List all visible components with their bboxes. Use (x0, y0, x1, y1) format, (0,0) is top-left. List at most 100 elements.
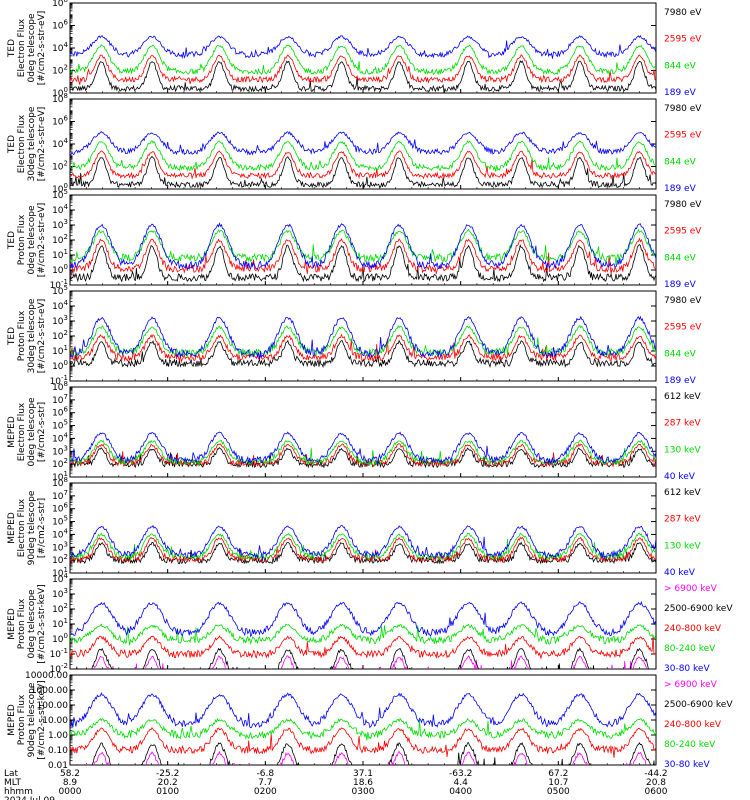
y-tick-label: 101 (52, 617, 68, 630)
legend-entry: 240-800 keV (664, 720, 722, 730)
y-tick-label: 104 (52, 41, 68, 54)
y-tick-label: 100 (52, 359, 68, 372)
y-tick-label: 1000.00 (31, 686, 68, 696)
y-tick-label: 103 (52, 218, 68, 231)
y-axis-label: MEPEDElectron Flux90deg telescope[#/cm2-… (7, 490, 47, 565)
y-tick-label: 10.00 (42, 716, 68, 726)
x-tick-hhmm: 0100 (156, 787, 179, 797)
series-line (70, 439, 656, 468)
series-line (70, 243, 656, 283)
series-group (70, 524, 656, 565)
y-tick-label: 100.00 (37, 701, 69, 711)
y-tick-label: 102 (52, 457, 68, 470)
x-tick-hhmm: 0200 (254, 787, 277, 797)
y-tick-label: 100 (52, 86, 68, 99)
y-tick-label: 102 (52, 602, 68, 615)
date-label: 2024 Jul 09 (4, 796, 55, 800)
y-tick-label: 106 (52, 406, 68, 419)
legend-entry: 287 keV (664, 419, 701, 429)
y-tick-label: 108 (52, 92, 68, 105)
panel-4: 10-1 100 101 102 103 104 105 TEDProton Flux30de… (7, 284, 702, 387)
y-tick-label: 103 (52, 540, 68, 553)
series-line (70, 150, 656, 180)
y-tick-label: 105 (52, 419, 68, 432)
legend-entry: 844 eV (664, 253, 697, 263)
x-tick-lat: 67.2 (548, 769, 568, 779)
x-row-label: hhmm (4, 787, 33, 797)
series-line (70, 60, 656, 93)
y-tick-label: 108 (52, 0, 68, 9)
x-tick-lat: 37.1 (353, 769, 373, 779)
legend-entry: 189 eV (664, 88, 697, 98)
y-tick-label: 104 (52, 431, 68, 444)
y-tick-label: 104 (52, 572, 68, 585)
legend-entry: 80-240 keV (664, 644, 716, 654)
series-line (70, 315, 656, 360)
y-tick-label: 108 (52, 476, 68, 489)
x-tick-mlt: 10.7 (548, 778, 568, 788)
y-tick-label: 106 (52, 19, 68, 32)
y-axis-label: TEDElectron Flux0deg telescope[#/cm2-s-s… (7, 11, 47, 86)
y-tick-label: 106 (52, 502, 68, 515)
series-line (70, 34, 656, 60)
series-line (70, 541, 656, 565)
series-line (70, 727, 656, 758)
series-line (70, 139, 656, 172)
y-tick-label: 108 (52, 380, 68, 393)
y-tick-label: 103 (52, 587, 68, 600)
series-line (70, 333, 656, 364)
series-line (70, 324, 656, 358)
y-tick-label: 102 (52, 64, 68, 77)
series-line (70, 222, 656, 270)
y-tick-label: 100 (52, 263, 68, 276)
x-tick-mlt: 7.7 (258, 778, 272, 788)
legend-entry: 2500-6900 keV (664, 700, 733, 710)
legend-entry: > 6900 keV (664, 680, 718, 690)
series-line (70, 431, 656, 466)
legend-entry: 130 keV (664, 541, 701, 551)
y-tick-label: 104 (52, 137, 68, 150)
y-axis-label: MEPEDProton Flux90deg telescope[#/cm2-s-… (7, 680, 47, 759)
legend-entry: 612 keV (664, 392, 701, 402)
x-tick-hhmm: 0000 (59, 787, 82, 797)
y-axis-label: TEDProton Flux0deg telescope[#/cm2-s-str… (7, 203, 47, 278)
legend-entry: 844 eV (664, 349, 697, 359)
x-tick-lat: -63.2 (449, 769, 472, 779)
legend-entry: 130 keV (664, 445, 701, 455)
series-group (70, 691, 656, 765)
legend-entry: 2595 eV (664, 131, 702, 141)
x-tick-mlt: 20.2 (158, 778, 178, 788)
series-line (70, 339, 656, 369)
legend-entry: 40 keV (664, 568, 696, 578)
x-tick-lat: 58.2 (60, 769, 80, 779)
y-tick-label: 103 (52, 314, 68, 327)
y-axis-label: MEPEDElectron Flux0deg telescope[#/cm2-s… (7, 397, 47, 467)
y-tick-label: 101 (52, 248, 68, 261)
legend-entry: 240-800 keV (664, 624, 722, 634)
y-tick-label: 10-1 (50, 647, 68, 660)
legend-entry: 2595 eV (664, 35, 702, 45)
legend-entry: 844 eV (664, 61, 697, 71)
y-tick-label: 102 (52, 233, 68, 246)
y-axis-label: MEPEDProton Flux0deg telescope[#/cm2-s-s… (7, 584, 47, 663)
x-tick-lat: -25.2 (156, 769, 179, 779)
legend-entry: 189 eV (664, 184, 697, 194)
panel-2: 100 102 104 106 108 TEDElectron Flux30deg tel… (7, 92, 702, 195)
legend-entry: > 6900 keV (664, 584, 718, 594)
x-tick-mlt: 18.6 (353, 778, 373, 788)
series-group (70, 131, 656, 189)
y-tick-label: 101 (52, 344, 68, 357)
x-tick-hhmm: 0500 (547, 787, 570, 797)
legend-entry: 189 eV (664, 376, 697, 386)
y-tick-label: 103 (52, 444, 68, 457)
x-tick-lat: -6.8 (257, 769, 275, 779)
y-tick-label: 10-2 (50, 662, 68, 675)
legend-entry: 2595 eV (664, 323, 702, 333)
x-row-label: Lat (4, 769, 19, 779)
plot-frame (69, 578, 657, 670)
legend-entry: 80-240 keV (664, 740, 716, 750)
series-line (70, 536, 656, 564)
legend-entry: 189 eV (664, 280, 697, 290)
series-line (70, 600, 656, 638)
